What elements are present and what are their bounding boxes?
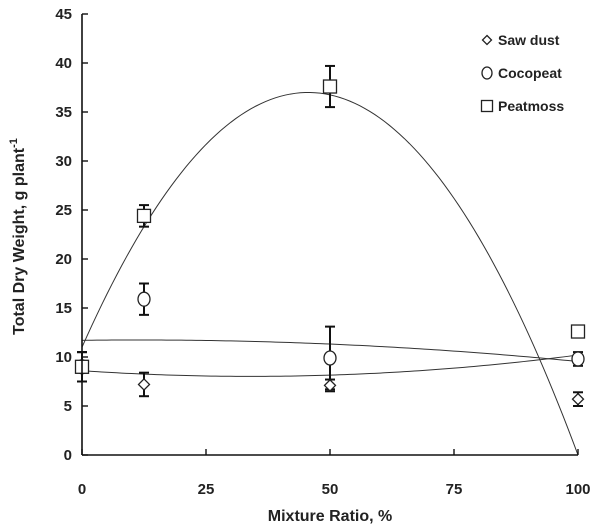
y-tick-label: 35 xyxy=(55,104,72,121)
legend-label-saw-dust: Saw dust xyxy=(498,32,560,48)
y-tick-label: 40 xyxy=(55,55,72,72)
x-tick-label: 0 xyxy=(78,481,86,498)
legend-label-cocopeat: Cocopeat xyxy=(498,65,562,81)
legend: Saw dust Cocopeat Peatmoss xyxy=(480,32,564,114)
y-tick-label: 45 xyxy=(55,6,72,23)
cocopeat-point xyxy=(137,291,151,307)
y-axis-title-text: Total Dry Weight, g plant xyxy=(11,147,28,335)
y-axis-title: Total Dry Weight, g plant-1 xyxy=(8,138,28,335)
legend-peatmoss-point xyxy=(480,99,494,113)
y-tick-label: 30 xyxy=(55,153,72,170)
cocopeat-point xyxy=(571,351,585,367)
x-tick-label: 25 xyxy=(198,481,215,498)
y-tick-label: 15 xyxy=(55,300,72,317)
x-tick-label: 75 xyxy=(446,481,463,498)
cocopeat-point xyxy=(323,350,337,366)
x-tick-label: 100 xyxy=(565,481,590,498)
y-axis-title-superscript: -1 xyxy=(8,138,20,148)
y-tick-label: 5 xyxy=(64,398,72,415)
peatmoss-point xyxy=(570,324,586,339)
fit-curve-peatmoss xyxy=(81,91,579,456)
tick-labels: 0 5 10 15 20 25 30 35 40 45 0 25 50 75 100 xyxy=(55,6,590,498)
saw-dust-point xyxy=(323,379,337,392)
y-tick-label: 20 xyxy=(55,251,72,268)
x-axis-title: Mixture Ratio, % xyxy=(268,508,392,525)
y-tick-label: 25 xyxy=(55,202,72,219)
peatmoss-point xyxy=(322,79,338,94)
legend-saw-dust-point xyxy=(481,34,493,46)
legend-cocopeat-point xyxy=(481,66,493,80)
legend-label-peatmoss: Peatmoss xyxy=(498,98,564,114)
data-markers xyxy=(74,79,586,406)
y-tick-label: 0 xyxy=(64,447,72,464)
saw-dust-point xyxy=(571,392,585,406)
fit-curves xyxy=(81,91,579,456)
saw-dust-point xyxy=(137,378,151,391)
y-tick-label: 10 xyxy=(55,349,72,366)
axes xyxy=(81,13,579,456)
x-tick-label: 50 xyxy=(322,481,339,498)
peatmoss-point xyxy=(136,208,152,224)
